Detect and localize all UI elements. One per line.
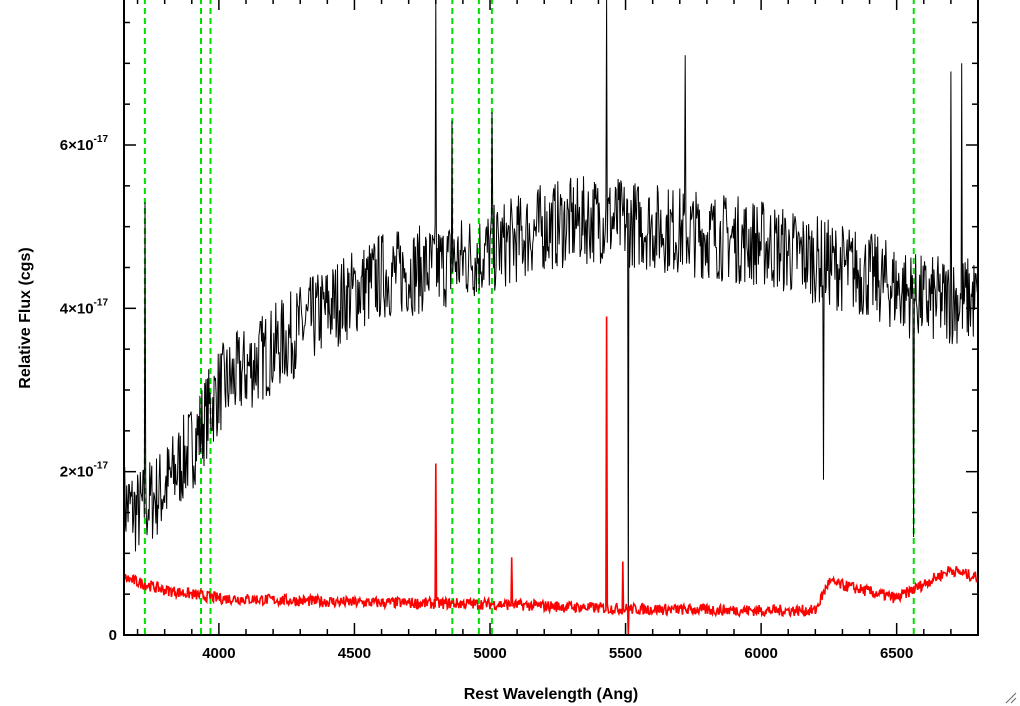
x-tick-label: 5500	[609, 645, 642, 662]
y-tick-label: 6×10-17	[60, 134, 109, 154]
y-tick-label: 0	[109, 627, 117, 644]
reference-lines	[143, 0, 915, 635]
x-axis-title: Rest Wavelength (Ang)	[464, 686, 639, 703]
y-axis: 0 2×10-17 4×10-17 6×10-17	[60, 21, 978, 644]
plot-frame	[123, 0, 979, 636]
x-tick-label: 6500	[880, 645, 913, 662]
x-tick-label: 4000	[202, 645, 235, 662]
y-tick-label: 4×10-17	[60, 297, 109, 317]
x-tick-label: 6000	[744, 645, 777, 662]
series-line-red	[124, 316, 978, 635]
y-tick-label: 2×10-17	[60, 461, 109, 481]
y-axis-title: Relative Flux (cgs)	[17, 247, 34, 388]
resize-grip-icon[interactable]	[1005, 692, 1017, 704]
series-layer	[124, 0, 978, 635]
x-axis: 4000 4500 5000 5500 6000 6500	[136, 0, 979, 662]
x-tick-label: 4500	[338, 645, 371, 662]
series-line-black	[124, 0, 978, 635]
x-tick-label: 5000	[473, 645, 506, 662]
